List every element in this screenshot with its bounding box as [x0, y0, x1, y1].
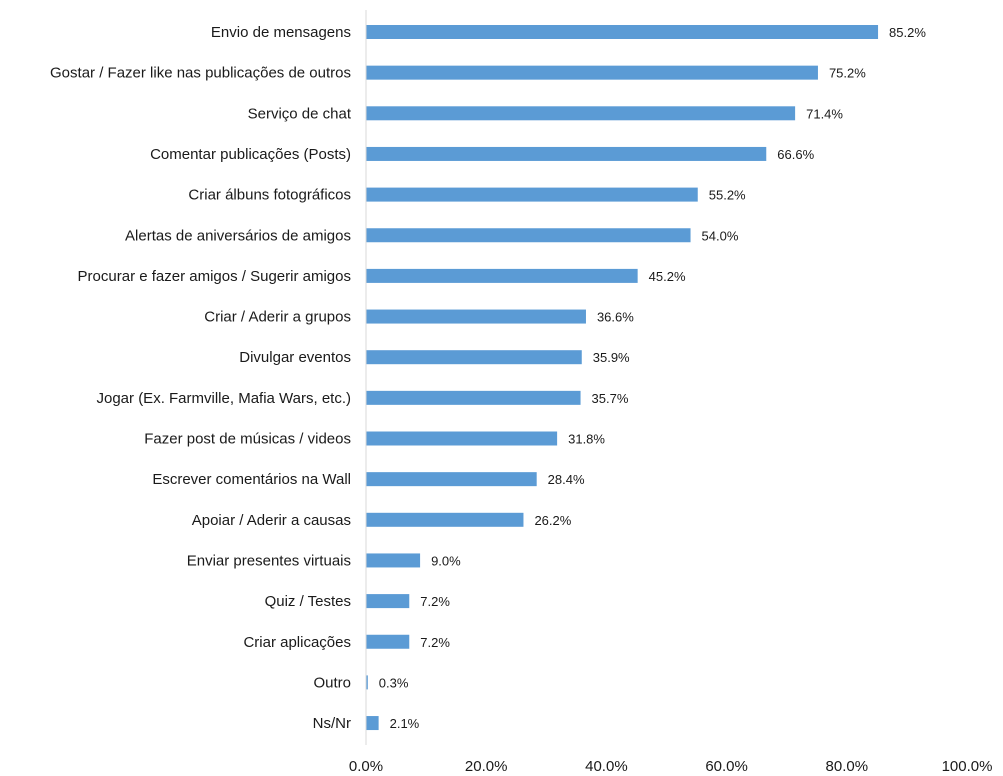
bar: [366, 390, 581, 405]
value-label: 28.4%: [548, 472, 585, 487]
category-label: Divulgar eventos: [239, 349, 351, 366]
value-label: 45.2%: [649, 269, 686, 284]
bar: [366, 472, 537, 487]
x-tick-label: 20.0%: [465, 758, 508, 775]
value-label: 54.0%: [702, 228, 739, 243]
bar: [366, 512, 524, 527]
bar: [366, 309, 586, 324]
category-label: Envio de mensagens: [211, 24, 351, 41]
value-label: 9.0%: [431, 553, 461, 568]
value-label: 35.7%: [592, 391, 629, 406]
value-label: 35.9%: [593, 350, 630, 365]
bar: [366, 594, 410, 609]
value-label: 26.2%: [534, 513, 571, 528]
category-label: Comentar publicações (Posts): [150, 146, 351, 163]
x-axis-ticks: 0.0% 20.0% 40.0% 60.0% 80.0% 100.0%: [349, 758, 993, 775]
category-label: Alertas de aniversários de amigos: [125, 227, 351, 244]
category-label: Criar / Aderir a grupos: [204, 309, 351, 326]
category-label: Escrever comentários na Wall: [152, 471, 351, 488]
value-label: 85.2%: [889, 25, 926, 40]
bar: [366, 716, 379, 731]
category-label: Ns/Nr: [313, 715, 351, 732]
category-label: Apoiar / Aderir a causas: [192, 512, 351, 529]
category-label: Jogar (Ex. Farmville, Mafia Wars, etc.): [97, 390, 352, 407]
x-tick-label: 100.0%: [942, 758, 993, 775]
bar: [366, 187, 698, 202]
bar: [366, 553, 421, 568]
category-label: Outro: [313, 674, 351, 691]
value-label: 36.6%: [597, 310, 634, 325]
category-label: Fazer post de músicas / videos: [144, 431, 351, 448]
value-label: 71.4%: [806, 106, 843, 121]
value-label: 7.2%: [420, 635, 450, 650]
value-label: 7.2%: [420, 594, 450, 609]
x-tick-label: 80.0%: [826, 758, 869, 775]
bar: [366, 634, 410, 649]
value-label: 66.6%: [777, 147, 814, 162]
category-label: Criar álbuns fotográficos: [188, 187, 351, 204]
value-label: 0.3%: [379, 675, 409, 690]
category-labels: Envio de mensagens Gostar / Fazer like na…: [50, 24, 352, 732]
bar: [366, 228, 691, 243]
category-label: Serviço de chat: [248, 105, 352, 122]
value-label: 55.2%: [709, 188, 746, 203]
bar: [366, 25, 879, 39]
category-label: Gostar / Fazer like nas publicações de o…: [50, 65, 351, 82]
category-label: Enviar presentes virtuais: [187, 552, 351, 569]
category-label: Criar aplicações: [243, 634, 351, 651]
category-label: Quiz / Testes: [265, 593, 351, 610]
value-label: 31.8%: [568, 432, 605, 447]
bars: [366, 25, 879, 731]
bar: [366, 146, 767, 161]
category-label: Procurar e fazer amigos / Sugerir amigos: [78, 268, 351, 285]
value-labels: 85.2% 75.2% 71.4% 66.6% 55.2% 54.0% 45.2% 36.6%…: [379, 25, 927, 731]
bar: [366, 106, 796, 121]
x-tick-label: 40.0%: [585, 758, 628, 775]
bar: [366, 350, 582, 365]
bar: [366, 268, 638, 283]
x-tick-label: 0.0%: [349, 758, 383, 775]
value-label: 2.1%: [390, 716, 420, 731]
bar: [366, 675, 368, 690]
bar: [366, 431, 558, 446]
value-label: 75.2%: [829, 66, 866, 81]
x-tick-label: 60.0%: [705, 758, 748, 775]
bar: [366, 65, 818, 80]
